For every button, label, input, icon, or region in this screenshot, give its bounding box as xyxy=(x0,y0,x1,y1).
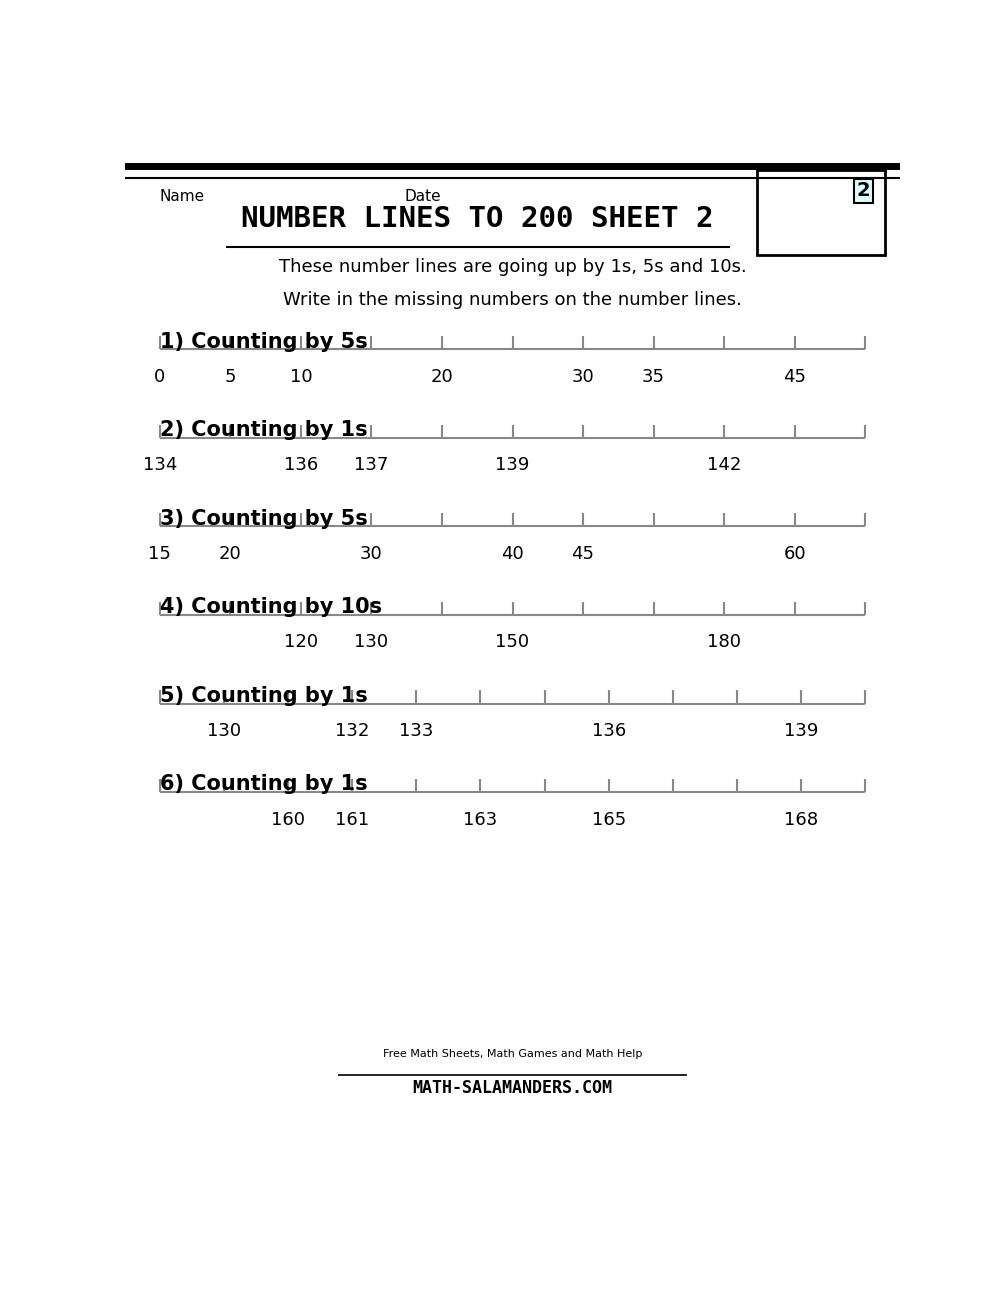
Text: 10: 10 xyxy=(290,367,312,386)
Text: Free Math Sheets, Math Games and Math Help: Free Math Sheets, Math Games and Math He… xyxy=(383,1049,642,1060)
Text: 136: 136 xyxy=(592,722,626,740)
Text: 3) Counting by 5s: 3) Counting by 5s xyxy=(160,509,368,529)
Text: 150: 150 xyxy=(495,634,530,651)
Text: 45: 45 xyxy=(572,545,595,563)
Text: 35: 35 xyxy=(642,367,665,386)
Text: 0: 0 xyxy=(154,367,166,386)
Text: 130: 130 xyxy=(207,722,241,740)
Text: 142: 142 xyxy=(707,457,741,475)
Text: 30: 30 xyxy=(572,367,594,386)
Text: 60: 60 xyxy=(783,545,806,563)
Text: 5: 5 xyxy=(225,367,236,386)
Text: 15: 15 xyxy=(148,545,171,563)
Text: 30: 30 xyxy=(360,545,383,563)
Text: 132: 132 xyxy=(335,722,369,740)
Text: These number lines are going up by 1s, 5s and 10s.: These number lines are going up by 1s, 5… xyxy=(279,259,746,277)
Text: 168: 168 xyxy=(784,810,818,828)
Text: 6) Counting by 1s: 6) Counting by 1s xyxy=(160,774,368,795)
Text: MATH-SALAMANDERS.COM: MATH-SALAMANDERS.COM xyxy=(413,1078,612,1096)
Text: 137: 137 xyxy=(354,457,389,475)
Text: 139: 139 xyxy=(784,722,818,740)
Text: 1) Counting by 5s: 1) Counting by 5s xyxy=(160,331,368,352)
Text: 136: 136 xyxy=(284,457,318,475)
Text: 160: 160 xyxy=(271,810,305,828)
Text: 40: 40 xyxy=(501,545,524,563)
Text: 134: 134 xyxy=(143,457,177,475)
Text: Name: Name xyxy=(160,189,205,204)
Text: 133: 133 xyxy=(399,722,434,740)
Text: 2) Counting by 1s: 2) Counting by 1s xyxy=(160,421,368,440)
Text: 139: 139 xyxy=(495,457,530,475)
Text: Write in the missing numbers on the number lines.: Write in the missing numbers on the numb… xyxy=(283,291,742,309)
FancyBboxPatch shape xyxy=(757,170,885,255)
Text: 180: 180 xyxy=(707,634,741,651)
Text: NUMBER LINES TO 200 SHEET 2: NUMBER LINES TO 200 SHEET 2 xyxy=(241,204,714,233)
Text: 120: 120 xyxy=(284,634,318,651)
Text: 163: 163 xyxy=(463,810,498,828)
Text: 4) Counting by 10s: 4) Counting by 10s xyxy=(160,598,382,617)
Text: 130: 130 xyxy=(354,634,389,651)
Text: 2: 2 xyxy=(857,181,871,201)
Text: 5) Counting by 1s: 5) Counting by 1s xyxy=(160,686,368,705)
Text: Date: Date xyxy=(404,189,441,204)
Text: 165: 165 xyxy=(592,810,626,828)
Text: 20: 20 xyxy=(431,367,453,386)
Text: 161: 161 xyxy=(335,810,369,828)
Text: 20: 20 xyxy=(219,545,242,563)
Text: 45: 45 xyxy=(783,367,806,386)
